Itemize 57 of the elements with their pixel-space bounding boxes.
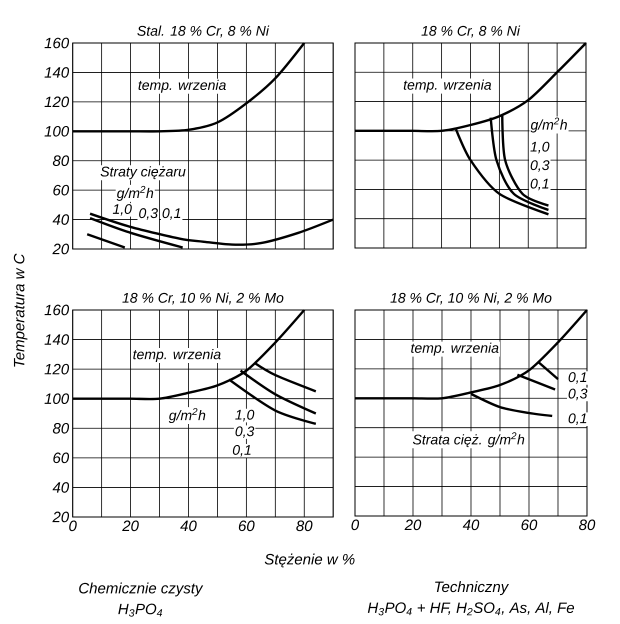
x-tick-label: 80: [579, 520, 596, 530]
x-tick-label: 0: [351, 520, 360, 530]
annotation: 0,1: [568, 372, 586, 384]
annotation: 0,1: [232, 444, 251, 457]
annotation: Strata cięż. g/m$^{2}$h: [412, 432, 524, 448]
annotation: 1,0: [112, 204, 132, 216]
annotation: 0,3: [530, 160, 550, 172]
annotation: g/m$^{2}$h: [116, 186, 154, 201]
y-tick-label: 120: [44, 364, 70, 374]
annotation: 0,1: [162, 208, 180, 220]
annotation: temp. wrzenia: [411, 342, 498, 356]
chart-title: 18 % Cr, 10 % Ni, 2 % Mo: [390, 292, 552, 304]
x-tick-label: 40: [180, 520, 197, 532]
x-tick-label: 80: [296, 520, 312, 532]
y-tick-label: 160: [44, 38, 70, 48]
chart-title: 18 % Cr, 10 % Ni, 2 % Mo: [122, 292, 284, 304]
y-tick-label: 60: [53, 184, 70, 196]
annotation: 0,3: [568, 388, 588, 400]
x-tick-label: 40: [462, 520, 480, 530]
annotation: Straty ciężaru: [100, 166, 186, 180]
annotation: g/m$^{2}$h: [168, 408, 206, 424]
x-tick-label: 20: [122, 520, 139, 532]
y-tick-label: 20: [52, 512, 70, 522]
y-axis-title: Temperatura w C: [14, 253, 28, 367]
annotation: 0,3: [236, 426, 254, 438]
y-tick-label: 40: [52, 214, 70, 225]
text: Chemicznie czysty: [79, 582, 204, 596]
y-tick-label: 100: [44, 126, 70, 137]
x-tick-label: 60: [521, 520, 538, 530]
x-tick-label: 20: [404, 520, 422, 530]
text: H$_{3}$PO$_{4}$ + HF, H$_{2}$SO$_{4}$, As, Al, Fe: [368, 602, 574, 616]
y-tick-label: 80: [52, 422, 70, 434]
y-tick-label: 80: [52, 155, 70, 166]
y-tick-label: 40: [52, 482, 70, 493]
x-tick-label: 0: [69, 520, 77, 532]
chart-title: Stal. 18 % Cr, 8 % Ni: [137, 26, 270, 38]
x-axis-title: Stężenie w %: [264, 554, 355, 568]
y-tick-label: 160: [44, 304, 70, 316]
annotation: temp. wrzenia: [133, 349, 221, 362]
text: H$_{3}$PO$_{4}$: [118, 604, 162, 617]
annotation: temp. wrzenia: [138, 80, 226, 93]
annotation: 1,0: [235, 410, 254, 422]
annotation: g/m$^{2}$h: [530, 118, 567, 132]
annotation: temp. wrzenia: [404, 80, 492, 93]
annotation: 1,0: [530, 142, 550, 154]
y-tick-label: 60: [53, 452, 70, 464]
x-tick-label: 60: [238, 520, 255, 532]
text: Techniczny: [435, 581, 509, 596]
annotation: 0,3: [139, 208, 158, 220]
y-tick-label: 100: [44, 393, 70, 404]
chart-title: 18 % Cr, 8 % Ni: [421, 26, 520, 38]
y-tick-label: 140: [44, 67, 70, 78]
y-tick-label: 120: [44, 96, 70, 108]
y-tick-label: 140: [44, 334, 70, 345]
annotation: 0,1: [568, 413, 586, 425]
annotation: 0,1: [530, 178, 548, 190]
y-tick-label: 20: [52, 244, 70, 254]
